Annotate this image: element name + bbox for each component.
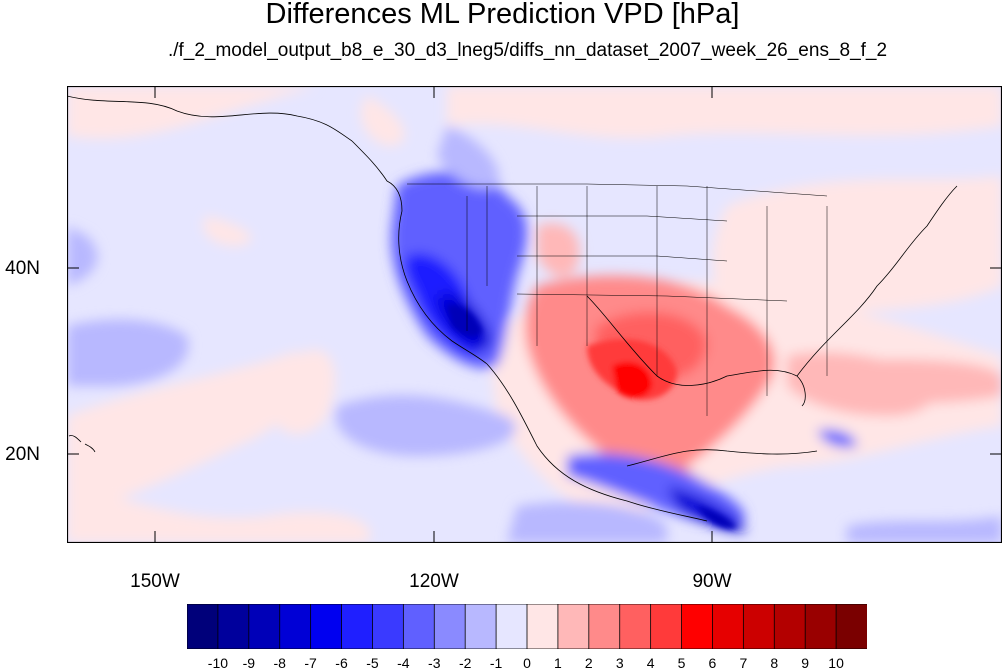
colorbar-tick-label: 3	[615, 655, 624, 671]
lon-label-90w: 90W	[692, 571, 732, 592]
colorbar-swatch	[619, 603, 652, 650]
axis-ticks	[67, 86, 1002, 543]
lat-label-20n: 20N	[5, 444, 40, 465]
colorbar-swatch	[372, 603, 405, 650]
lon-label-150w: 150W	[130, 571, 180, 592]
colorbar-swatch	[650, 603, 683, 650]
colorbar-swatch	[217, 603, 250, 650]
colorbar-swatch	[681, 603, 714, 650]
map-frame	[67, 86, 1002, 543]
colorbar-tick-label: 2	[584, 655, 593, 671]
colorbar-swatch	[464, 603, 497, 650]
colorbar-swatch	[186, 603, 219, 650]
colorbar-tick-label: -4	[397, 655, 410, 671]
colorbar-swatch	[742, 603, 776, 650]
colorbar-swatch	[804, 603, 837, 650]
colorbar-tick-label: -6	[335, 655, 348, 671]
colorbar-tick-label: -5	[366, 655, 379, 671]
colorbar-swatch	[712, 603, 745, 650]
plot-title: Differences ML Prediction VPD [hPa]	[265, 0, 740, 30]
colorbar-tick-label: 4	[646, 655, 655, 671]
colorbar-tick-label: -8	[273, 655, 286, 671]
state-borders	[407, 183, 828, 416]
colorbar	[186, 603, 868, 650]
colorbar-tick-label: -7	[304, 655, 317, 671]
colorbar-swatch	[248, 603, 281, 650]
colorbar-tick-label: 0	[523, 655, 531, 671]
colorbar-swatch	[557, 603, 590, 650]
colorbar-swatch	[310, 603, 343, 650]
colorbar-swatch	[526, 603, 559, 650]
colorbar-tick-label: 1	[554, 655, 562, 671]
colorbar-swatch	[588, 603, 621, 650]
colorbar-tick-label: 6	[708, 655, 717, 671]
colorbar-tick-label: 9	[801, 655, 810, 671]
colorbar-swatch	[495, 603, 528, 650]
colorbar-tick-label: -2	[458, 655, 472, 671]
plot-subtitle: ./f_2_model_output_b8_e_30_d3_lneg5/diff…	[167, 40, 888, 61]
lon-label-120w: 120W	[409, 571, 459, 592]
vpd-difference-map	[67, 86, 1002, 543]
colorbar-tick-label: -9	[242, 655, 256, 671]
colorbar-tick-label: 10	[828, 655, 844, 671]
colorbar-swatch	[433, 603, 467, 650]
colorbar-swatch	[341, 603, 374, 650]
colorbar-tick-label: 7	[739, 655, 748, 671]
coastlines	[67, 95, 958, 522]
colorbar-swatch	[835, 603, 868, 650]
lat-label-40n: 40N	[5, 258, 40, 279]
colorbar-tick-label: 5	[677, 655, 686, 671]
colorbar-tick-label: 8	[770, 655, 779, 671]
colorbar-swatch	[402, 603, 436, 650]
colorbar-tick-label: -1	[489, 655, 503, 671]
difference-field-sharp	[447, 305, 737, 529]
colorbar-swatch	[773, 603, 807, 650]
colorbar-swatch	[279, 603, 312, 650]
colorbar-tick-label: -10	[207, 655, 229, 671]
colorbar-tick-label: -3	[428, 655, 441, 671]
